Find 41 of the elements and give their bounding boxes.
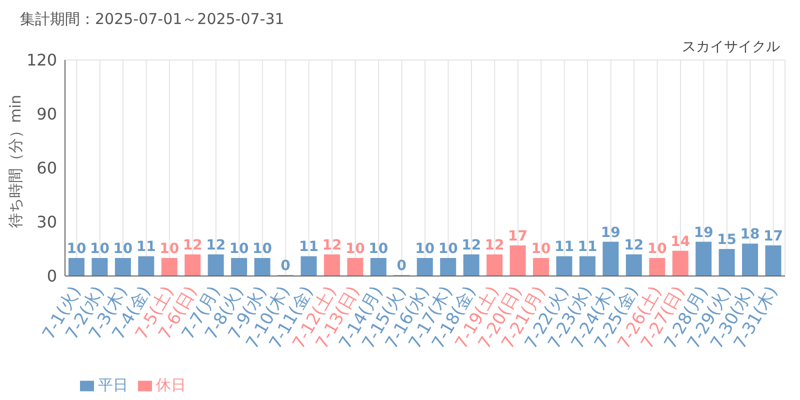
data-label: 19 (694, 224, 714, 241)
data-label: 10 (229, 241, 250, 257)
data-label: 14 (670, 234, 690, 250)
data-label: 12 (484, 237, 504, 254)
y-tick-label: 120 (26, 50, 57, 70)
chart-title: 集計期間：2025-07-01～2025-07-31 (20, 10, 284, 29)
y-tick-label: 30 (36, 212, 57, 232)
y-tick-label: 0 (46, 266, 57, 286)
data-label: 10 (647, 241, 668, 257)
data-label: 0 (280, 258, 291, 274)
data-label: 10 (531, 241, 551, 257)
data-label: 12 (322, 237, 342, 254)
data-label: 11 (299, 239, 318, 256)
data-label: 12 (462, 237, 482, 254)
data-label: 19 (600, 224, 620, 241)
legend-label: 休日 (156, 376, 186, 394)
data-label: 12 (182, 237, 202, 254)
data-label: 10 (415, 241, 435, 257)
data-label: 11 (578, 239, 598, 256)
data-label: 18 (740, 226, 760, 243)
data-label: 10 (252, 241, 272, 257)
y-tick-label: 90 (36, 104, 57, 124)
y-tick-label: 60 (36, 158, 57, 178)
data-label: 12 (624, 237, 644, 254)
data-label: 17 (508, 228, 528, 244)
data-label: 10 (438, 241, 458, 257)
y-axis-title: 待ち時間（分）min (6, 94, 24, 228)
data-label: 10 (113, 241, 133, 257)
data-label: 15 (717, 232, 737, 248)
data-label: 12 (206, 237, 226, 254)
data-label: 11 (554, 239, 574, 256)
data-label: 10 (66, 241, 86, 257)
data-label: 10 (160, 241, 180, 257)
data-label: 11 (136, 239, 156, 256)
data-label: 10 (368, 241, 388, 257)
data-label: 17 (764, 228, 783, 244)
chart-subtitle: スカイサイクル (682, 38, 780, 56)
data-label: 10 (345, 241, 366, 257)
legend-label: 平日 (98, 376, 128, 394)
data-label: 0 (396, 258, 407, 274)
data-label: 10 (90, 241, 110, 257)
